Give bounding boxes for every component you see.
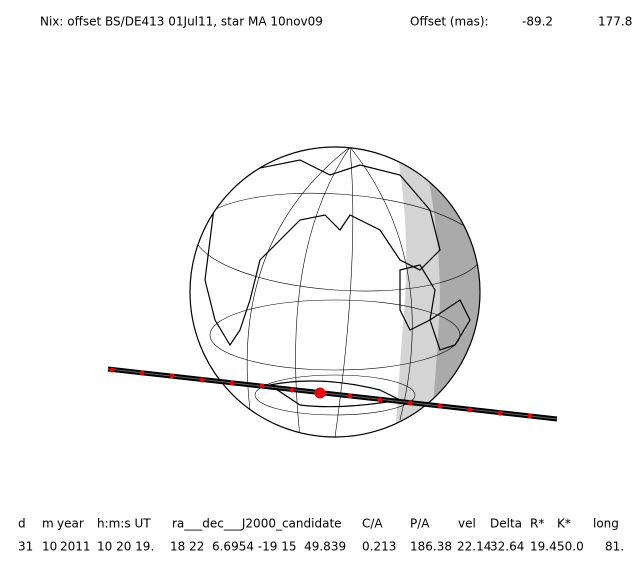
table-cell: 19.4 bbox=[530, 540, 557, 554]
table-cell: 2011 bbox=[60, 540, 91, 554]
column-header: year bbox=[57, 517, 84, 531]
table-cell: 50.0 bbox=[557, 540, 584, 554]
table-cell: 186.38 bbox=[410, 540, 452, 554]
column-header: vel bbox=[458, 517, 476, 531]
offset-value: -89.2 bbox=[522, 15, 553, 29]
table-cell: 10 bbox=[42, 540, 57, 554]
table-cell: 81. bbox=[605, 540, 624, 554]
column-header: long bbox=[593, 517, 619, 531]
column-header: K* bbox=[557, 517, 571, 531]
column-header: C/A bbox=[362, 517, 383, 531]
table-cell: 0.213 bbox=[362, 540, 396, 554]
column-header: m bbox=[42, 517, 54, 531]
table-cell: 10 20 19. bbox=[97, 540, 154, 554]
column-header: P/A bbox=[410, 517, 430, 531]
column-header: Delta bbox=[490, 517, 522, 531]
table-cell: 31 bbox=[18, 540, 33, 554]
title: Nix: offset BS/DE413 01Jul11, star MA 10… bbox=[40, 15, 323, 29]
column-header: R* bbox=[530, 517, 544, 531]
shadow-track bbox=[107, 366, 558, 422]
column-header: d bbox=[18, 517, 26, 531]
offset-label: Offset (mas): bbox=[410, 15, 489, 29]
offset-value: 177.8 bbox=[598, 15, 632, 29]
table-cell: 22.14 bbox=[457, 540, 491, 554]
table-cell: 32.64 bbox=[490, 540, 524, 554]
results-table: d m year h:m:s UT ra___dec___J2000_candidate… bbox=[18, 517, 624, 554]
column-header: ra___dec___J2000_candidate bbox=[172, 517, 342, 531]
table-cell: 18 22 6.6954 -19 15 49.839 bbox=[170, 540, 346, 554]
column-header: h:m:s UT bbox=[97, 517, 151, 531]
